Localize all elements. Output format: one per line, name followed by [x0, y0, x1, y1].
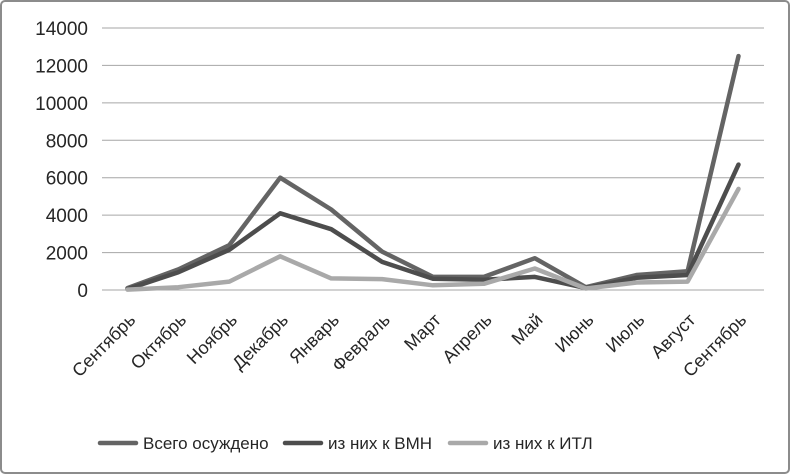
y-axis-tick-label: 8000: [46, 131, 88, 152]
series-line-2: [125, 186, 741, 292]
y-axis-tick-label: 2000: [46, 244, 88, 265]
legend-label: Всего осуждено: [143, 434, 269, 453]
legend-label: из них к ИТЛ: [493, 434, 593, 453]
x-axis-tick-label: Май: [508, 310, 547, 349]
legend-label: из них к ВМН: [328, 434, 432, 453]
x-axis-tick-label: Сентябрь: [68, 310, 139, 381]
x-axis-tick-label: Июнь: [551, 310, 598, 357]
y-axis-tick-label: 10000: [35, 94, 88, 115]
x-axis-tick-label: Апрель: [438, 310, 495, 367]
x-axis-tick-label: Декабрь: [228, 310, 292, 374]
series-line-1: [125, 162, 741, 292]
x-axis-tick-label: Март: [400, 310, 445, 355]
y-axis-tick-label: 4000: [46, 206, 88, 227]
y-axis-tick-label: 12000: [35, 56, 88, 77]
x-axis-tick-label: Июль: [602, 310, 649, 357]
x-axis-tick-label: Октябрь: [127, 310, 190, 373]
y-axis-tick-label: 0: [77, 281, 88, 302]
y-axis-tick-label: 14000: [35, 19, 88, 40]
y-axis-tick-label: 6000: [46, 169, 88, 190]
